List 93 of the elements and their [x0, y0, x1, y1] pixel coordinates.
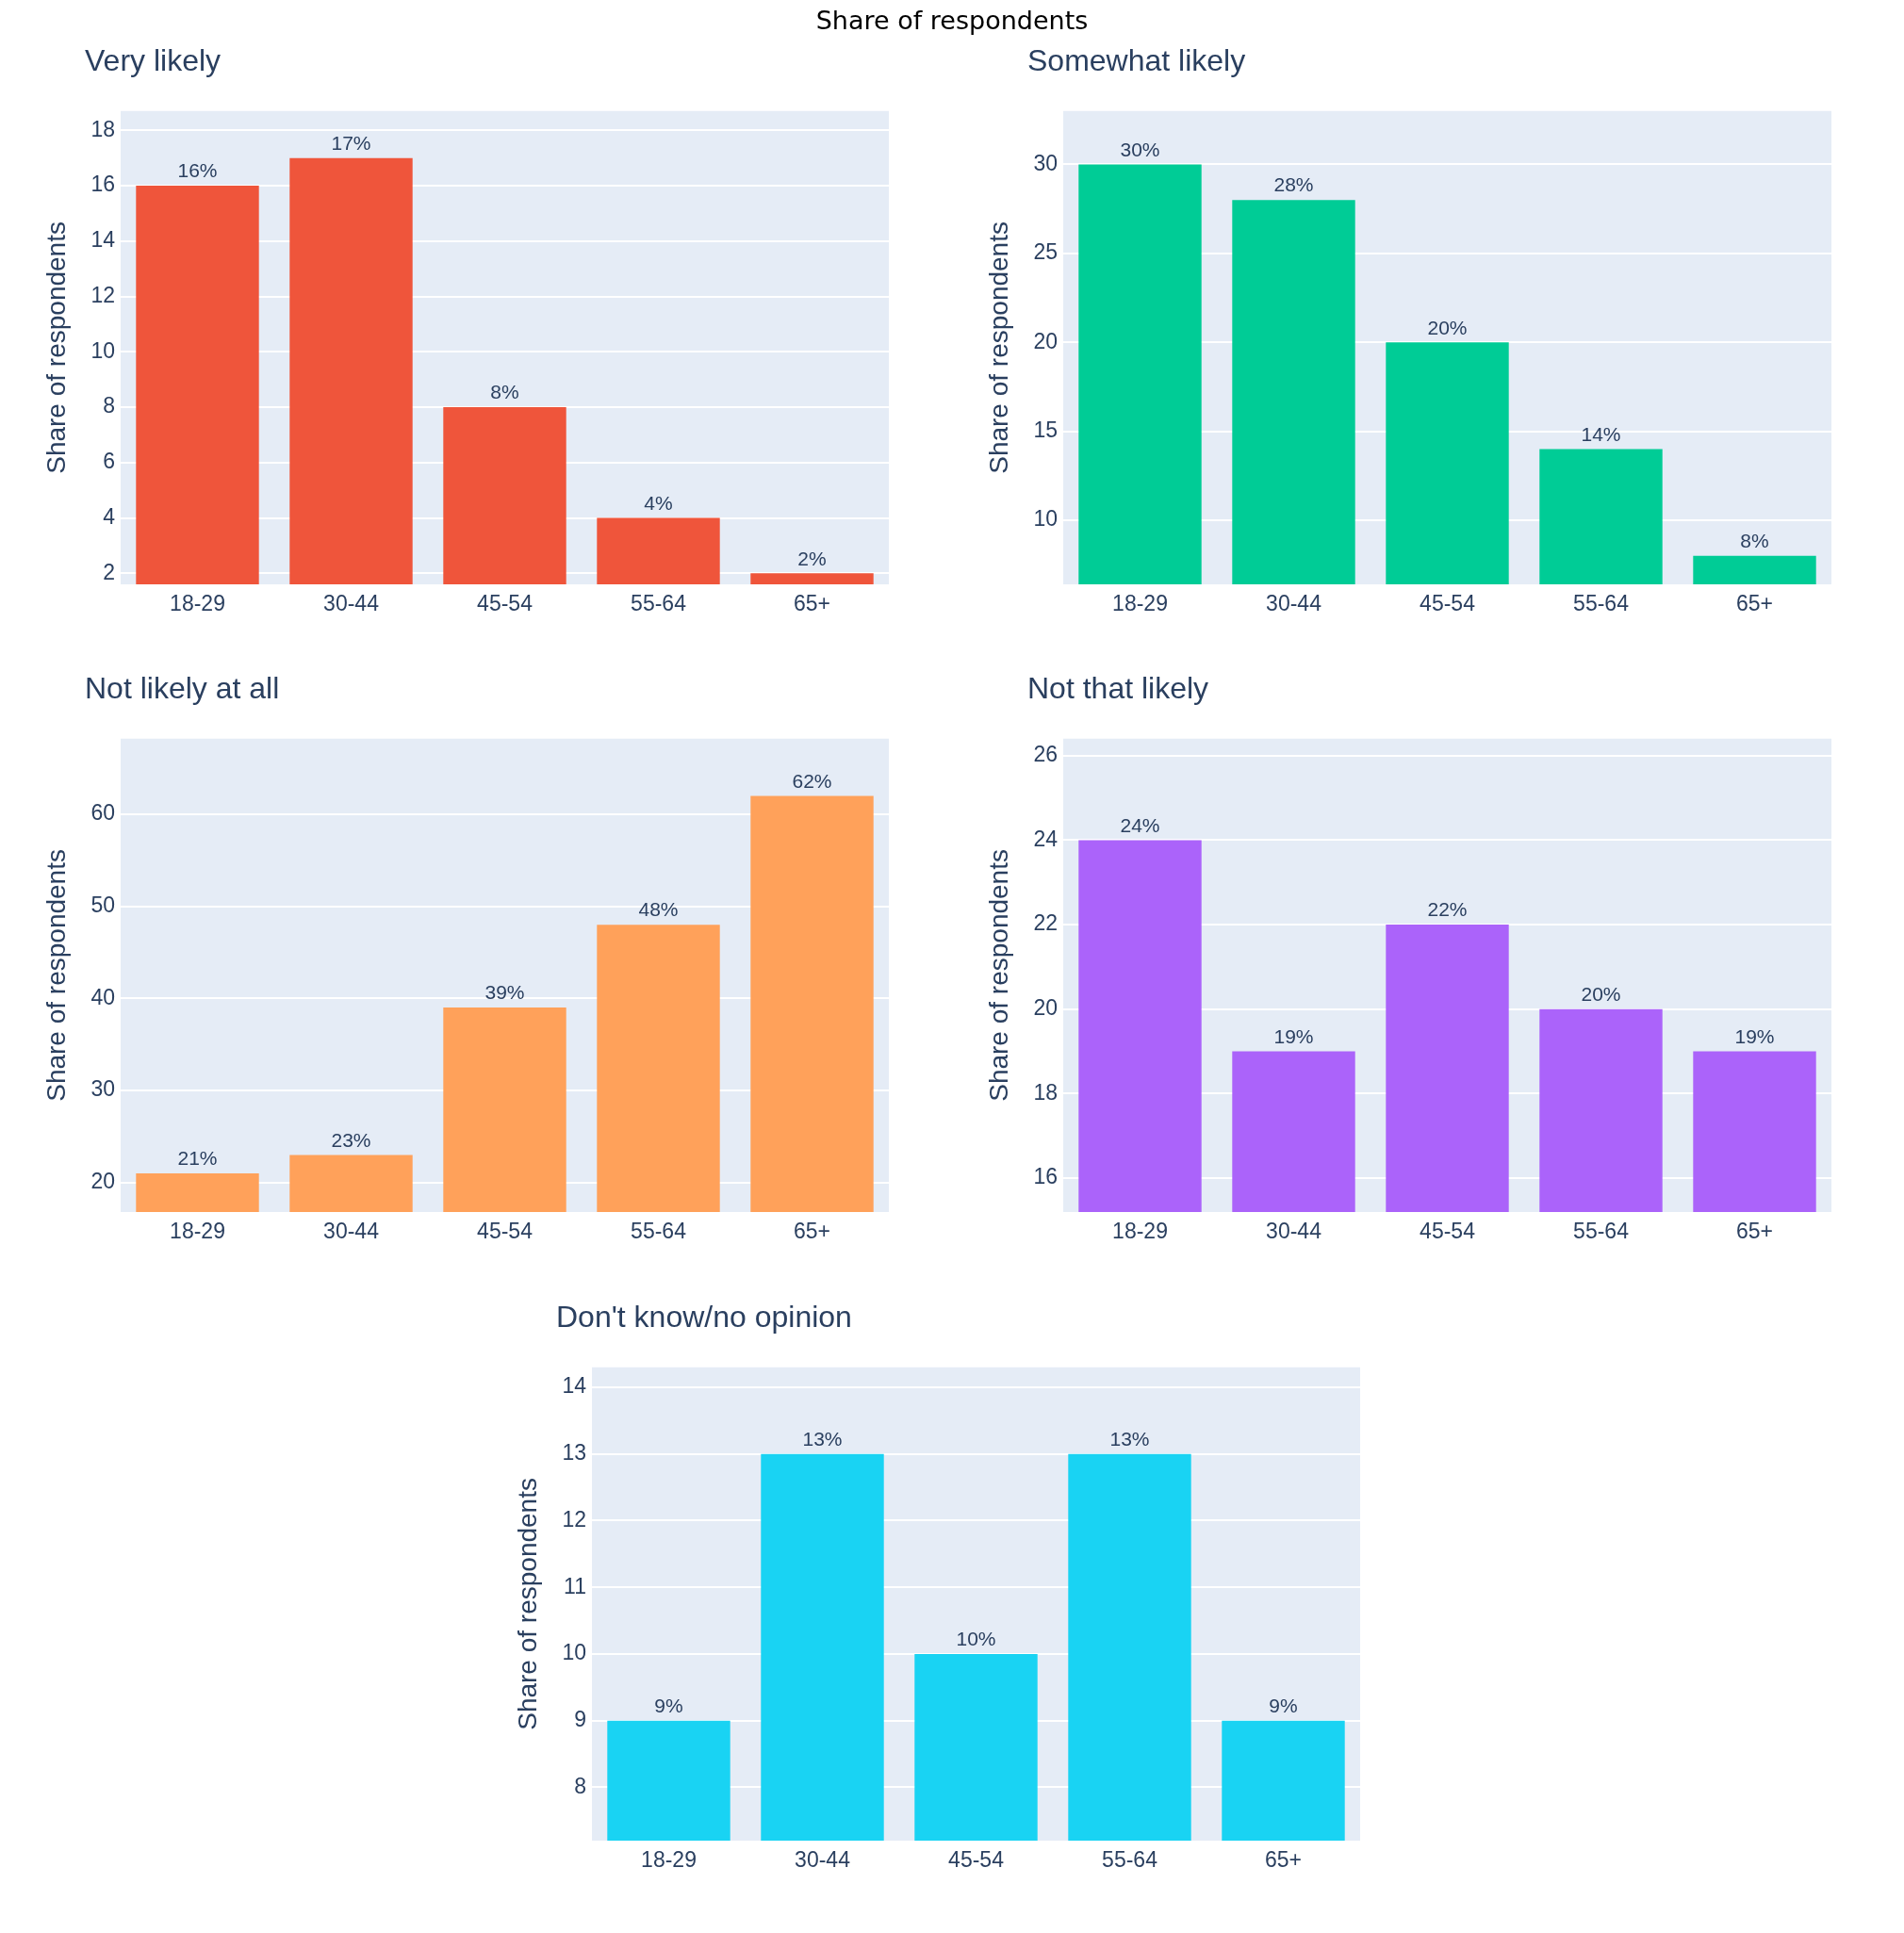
x-tick-label: 30-44 — [1266, 1219, 1322, 1244]
data-label: 20% — [1581, 983, 1621, 1006]
data-label: 4% — [644, 491, 673, 514]
y-tick-label: 14 — [90, 227, 116, 253]
data-label: 28% — [1273, 173, 1314, 196]
y-tick-label: 12 — [562, 1506, 586, 1532]
x-tick-label: 65+ — [793, 1219, 831, 1244]
data-label: 23% — [331, 1128, 371, 1151]
y-tick-label: 6 — [103, 449, 115, 474]
x-tick-label: 18-29 — [641, 1847, 697, 1873]
y-tick-label: 40 — [90, 984, 115, 1009]
y-tick-label: 10 — [562, 1640, 586, 1665]
data-label: 39% — [484, 981, 525, 1004]
x-tick-label: 45-54 — [1420, 591, 1476, 616]
y-axis-title: Share of respondents — [512, 1478, 542, 1730]
data-label: 48% — [638, 898, 679, 921]
y-tick-label: 30 — [1033, 150, 1058, 175]
y-axis-title: Share of respondents — [983, 221, 1013, 474]
x-tick-label: 18-29 — [1112, 1219, 1168, 1244]
x-tick-label: 30-44 — [323, 1219, 380, 1244]
x-tick-label: 65+ — [1735, 1219, 1774, 1244]
y-axis-title: Share of respondents — [983, 849, 1013, 1102]
y-tick-label: 20 — [1033, 995, 1058, 1021]
chart-title: Not likely at all — [85, 671, 280, 705]
x-tick-label: 45-54 — [477, 591, 533, 616]
data-label: 8% — [490, 381, 519, 403]
data-label: 19% — [1273, 1024, 1314, 1047]
y-tick-label: 2 — [103, 559, 115, 584]
y-tick-label: 60 — [90, 800, 115, 826]
y-tick-label: 24 — [1033, 826, 1059, 851]
data-label: 9% — [1269, 1694, 1298, 1716]
y-tick-label: 25 — [1033, 239, 1058, 265]
data-label: 21% — [177, 1147, 218, 1170]
chart-title: Don't know/no opinion — [556, 1300, 852, 1334]
x-tick-label: 45-54 — [1420, 1219, 1476, 1244]
y-tick-label: 8 — [574, 1773, 586, 1798]
data-label: 8% — [1740, 530, 1769, 552]
y-tick-label: 18 — [1033, 1079, 1058, 1105]
y-tick-label: 22 — [1033, 910, 1058, 936]
x-tick-label: 18-29 — [1112, 591, 1168, 616]
x-tick-label: 55-64 — [1573, 591, 1630, 616]
chart-title: Very likely — [85, 43, 222, 77]
y-tick-label: 16 — [1033, 1164, 1058, 1189]
x-tick-label: 45-54 — [477, 1219, 533, 1244]
y-tick-label: 10 — [1033, 506, 1058, 532]
y-tick-label: 10 — [90, 337, 115, 363]
data-label: 17% — [331, 132, 371, 155]
data-label: 13% — [802, 1428, 843, 1450]
y-tick-label: 14 — [562, 1373, 587, 1399]
data-label: 10% — [956, 1628, 996, 1650]
data-label: 14% — [1581, 422, 1621, 445]
x-tick-label: 30-44 — [795, 1847, 851, 1873]
x-tick-label: 55-64 — [1573, 1219, 1630, 1244]
y-tick-label: 11 — [564, 1573, 586, 1598]
x-tick-label: 30-44 — [1266, 591, 1322, 616]
x-tick-label: 45-54 — [948, 1847, 1005, 1873]
data-label: 13% — [1109, 1428, 1150, 1450]
x-tick-label: 18-29 — [170, 591, 225, 616]
data-label: 22% — [1427, 898, 1468, 921]
data-label: 9% — [654, 1694, 683, 1716]
text: Share of respondents — [814, 6, 1090, 36]
y-axis-title: Share of respondents — [41, 221, 71, 474]
data-label: 62% — [792, 769, 832, 792]
x-tick-label: 30-44 — [323, 591, 380, 616]
y-tick-label: 16 — [90, 172, 115, 197]
x-tick-label: 65+ — [1264, 1847, 1303, 1873]
y-tick-label: 12 — [90, 282, 115, 307]
y-tick-label: 4 — [103, 503, 116, 529]
x-tick-label: 65+ — [793, 591, 831, 616]
x-tick-label: 65+ — [1735, 591, 1774, 616]
y-tick-label: 9 — [574, 1707, 586, 1732]
data-label: 16% — [177, 159, 218, 182]
chart-title: Not that likely — [1027, 671, 1209, 705]
data-label: 20% — [1427, 316, 1468, 338]
y-tick-label: 18 — [90, 116, 115, 141]
y-tick-label: 8 — [103, 393, 115, 418]
data-label: 24% — [1120, 813, 1160, 836]
chart-title: Somewhat likely — [1027, 43, 1246, 77]
x-tick-label: 55-64 — [631, 591, 687, 616]
y-tick-label: 50 — [90, 892, 115, 917]
data-label: 19% — [1734, 1024, 1775, 1047]
y-axis-title: Share of respondents — [41, 849, 71, 1102]
data-label: 30% — [1120, 138, 1160, 160]
x-tick-label: 55-64 — [631, 1219, 687, 1244]
x-tick-label: 18-29 — [170, 1219, 225, 1244]
y-tick-label: 13 — [562, 1440, 586, 1466]
data-label: 2% — [797, 547, 827, 569]
y-tick-label: 26 — [1033, 742, 1058, 767]
y-tick-label: 20 — [1033, 328, 1058, 353]
y-tick-label: 30 — [90, 1076, 115, 1102]
x-tick-label: 55-64 — [1102, 1847, 1158, 1873]
y-tick-label: 20 — [90, 1169, 115, 1194]
y-tick-label: 15 — [1033, 417, 1058, 442]
